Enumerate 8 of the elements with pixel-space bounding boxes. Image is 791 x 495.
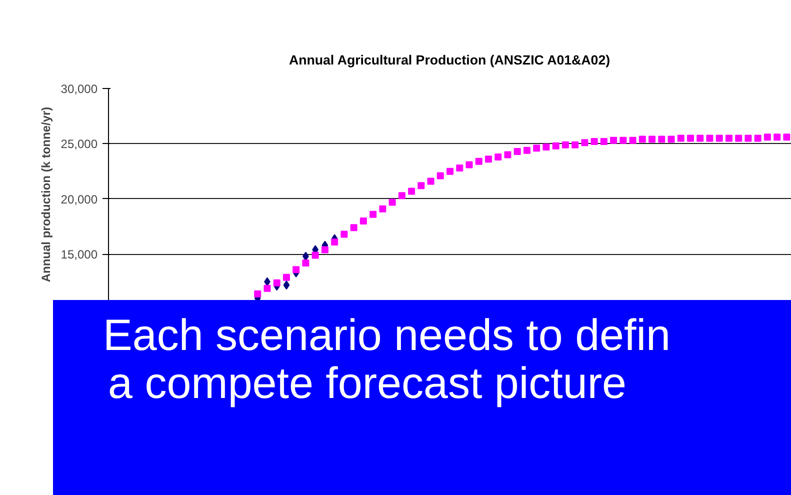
text: a compete forecast picture: [107, 359, 628, 408]
text: Each scenario needs to defin: [102, 311, 670, 360]
y-tick-label: 20,000: [60, 192, 98, 206]
y-tick-label: 15,000: [60, 248, 98, 262]
chart-title: Annual Agricultural Production (ANSZIC A01&A02): [288, 52, 610, 68]
y-tick-label: 25,000: [60, 137, 98, 152]
y-tick-label: 30,000: [60, 82, 98, 96]
y-axis-title: Annual production (k tonne/yr): [38, 106, 53, 282]
